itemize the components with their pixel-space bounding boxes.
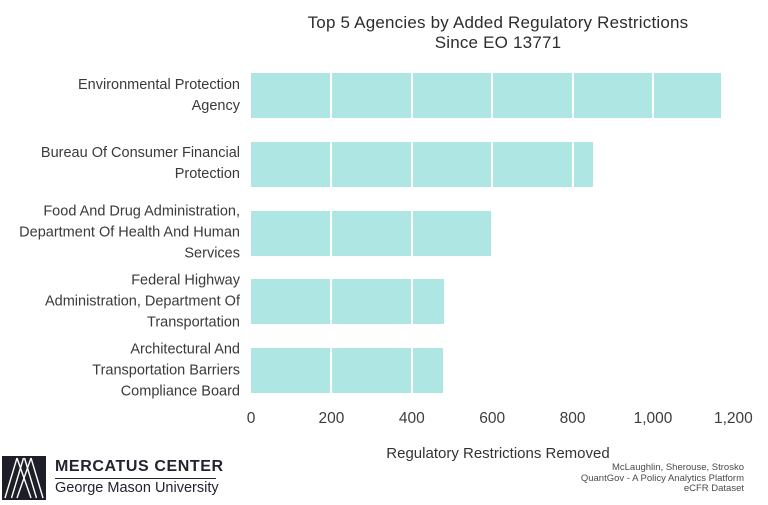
x-tick-600: 600 — [479, 410, 506, 427]
bar-2 — [251, 210, 491, 256]
attribution-platform: QuantGov - A Policy Analytics Platform — [580, 472, 744, 484]
mercatus-logo-text: MERCATUS CENTER George Mason University — [55, 458, 224, 497]
gridline-1200 — [732, 68, 735, 398]
gridline-600 — [491, 68, 494, 398]
category-label-4: Architectural And Transportation Barrier… — [92, 341, 240, 399]
chart-title-line1: Top 5 Agencies by Added Regulatory Restr… — [307, 13, 689, 32]
bar-4 — [251, 348, 443, 393]
bar-3 — [251, 279, 444, 325]
bar-0 — [251, 73, 722, 118]
gridline-1000 — [652, 68, 654, 398]
x-tick-400: 400 — [398, 410, 425, 427]
chart-title-line2: Since EO 13771 — [434, 33, 562, 52]
attribution: McLaughlin, Sherouse, Strosko QuantGov -… — [580, 462, 744, 495]
gridline-400 — [410, 68, 413, 398]
chart-title: Top 5 Agencies by Added Regulatory Restr… — [256, 13, 740, 53]
logo-university-name: George Mason University — [55, 480, 219, 496]
logo-org-name: MERCATUS CENTER — [55, 458, 224, 475]
gridline-800 — [571, 68, 574, 398]
x-tick-200: 200 — [318, 410, 345, 427]
x-tick-800: 800 — [559, 410, 586, 427]
category-label-3: Federal Highway Administration, Departme… — [44, 272, 240, 331]
category-label-2: Food And Drug Administration, Department… — [19, 203, 240, 262]
category-label-1: Bureau Of Consumer Financial Protection — [40, 145, 240, 183]
attribution-authors: McLaughlin, Sherouse, Strosko — [611, 462, 744, 473]
x-tick-1000: 1,000 — [633, 410, 673, 427]
gridline-200 — [330, 68, 333, 398]
x-tick-0: 0 — [246, 410, 256, 427]
x-axis-label: Regulatory Restrictions Removed — [386, 445, 610, 462]
logo-divider — [55, 478, 216, 479]
x-tick-1200: 1,200 — [713, 410, 753, 427]
category-label-0: Environmental Protection Agency — [78, 76, 240, 114]
attribution-dataset: eCFR Dataset — [683, 483, 744, 494]
mercatus-logo-icon — [2, 456, 46, 505]
bar-1 — [251, 141, 593, 187]
